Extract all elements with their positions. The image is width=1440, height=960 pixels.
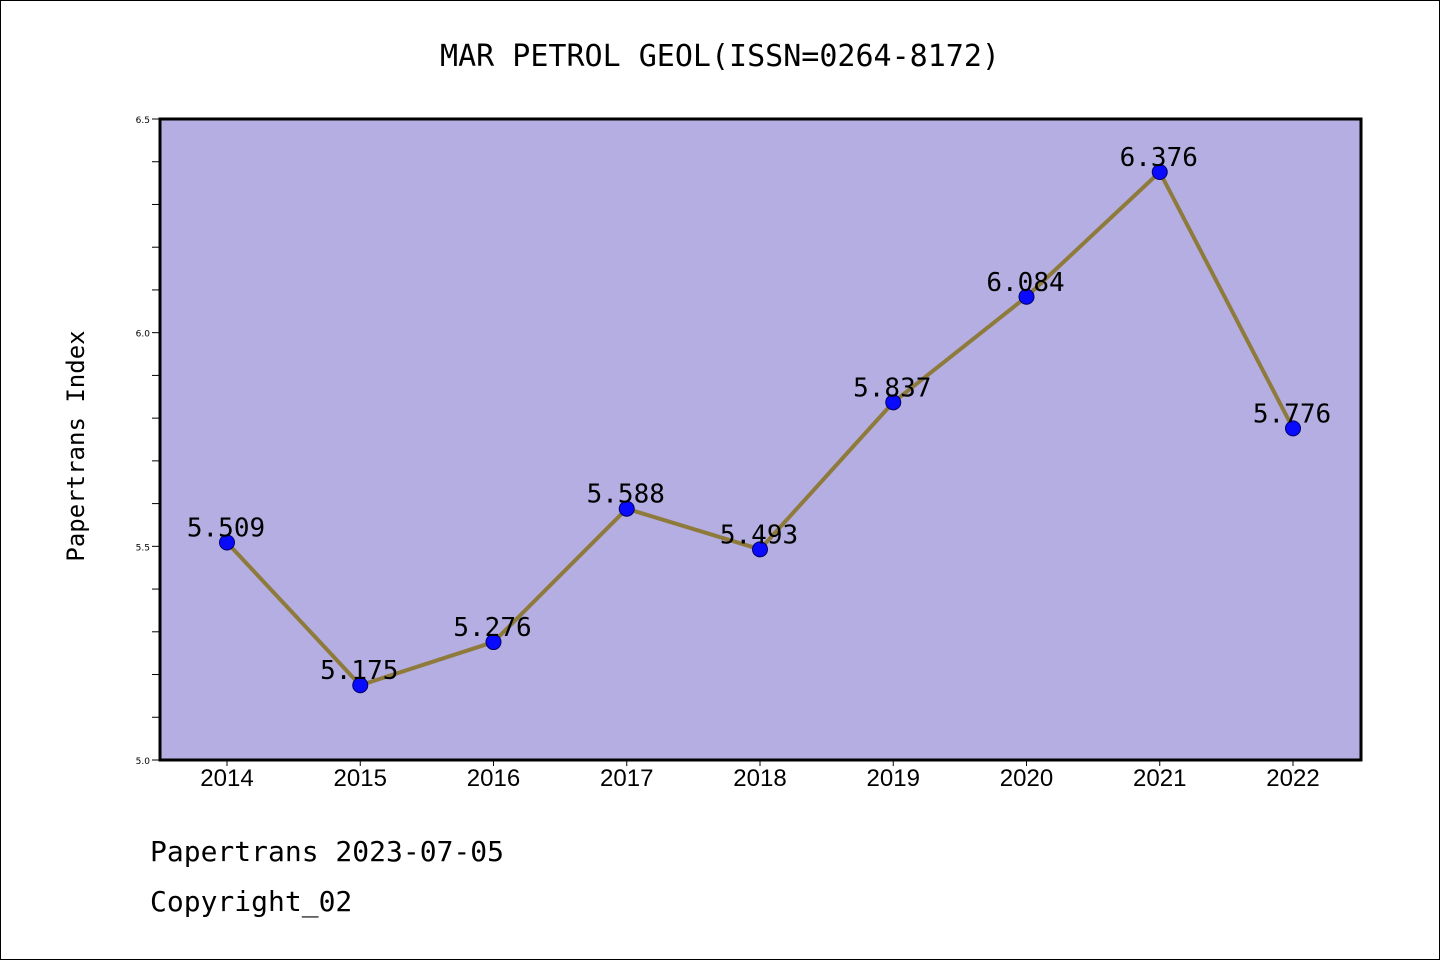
data-label: 6.084: [986, 268, 1064, 298]
data-point: [618, 500, 635, 517]
data-point: [1285, 420, 1301, 437]
data-label: 5.776: [1253, 399, 1331, 429]
data-label: 5.509: [187, 513, 265, 543]
data-label: 5.175: [320, 656, 398, 686]
data-label: 6.376: [1120, 143, 1198, 173]
x-tick-label: 2019: [867, 765, 920, 792]
y-tick-label: 5.0: [136, 757, 151, 767]
x-tick-label: 2017: [600, 765, 653, 792]
y-tick-label: 6.5: [136, 116, 150, 126]
x-tick-label: 2018: [733, 765, 786, 792]
x-tick-label: 2020: [1000, 765, 1053, 792]
footer-copyright: Copyright_02: [150, 885, 353, 918]
x-tick-label: 2016: [467, 765, 520, 792]
data-labels: 5.509 5.175 5.276 5.588 5.493 5.837 6.084 6.376…: [187, 143, 1331, 686]
footer-date: Papertrans 2023-07-05: [150, 835, 505, 868]
data-point: [1018, 288, 1035, 305]
data-label: 5.276: [453, 613, 531, 643]
data-point: [1151, 163, 1168, 180]
data-label: 5.493: [720, 520, 798, 550]
y-axis-label: Papertrans Index: [62, 330, 90, 561]
data-point: [885, 394, 902, 411]
data-point: [485, 634, 502, 651]
chart-title: MAR PETROL GEOL(ISSN=0264-8172): [440, 39, 1000, 74]
plot-area: [158, 117, 1363, 762]
x-tick-label: 2015: [334, 765, 387, 792]
x-tick-label: 2022: [1266, 765, 1319, 792]
x-tick-label: 2014: [200, 765, 253, 792]
data-point: [219, 534, 235, 551]
x-tick-label: 2021: [1133, 765, 1186, 792]
data-point: [352, 677, 369, 694]
y-axis: 5.0 5.5 6.0 6.5: [136, 116, 160, 767]
y-tick-label: 6.0: [136, 330, 151, 340]
data-label: 5.837: [853, 373, 931, 403]
data-point: [752, 541, 768, 558]
y-tick-label: 5.5: [136, 543, 150, 553]
data-label: 5.588: [587, 480, 665, 510]
series-markers: [219, 163, 1301, 694]
x-axis: 2014 2015 2016 2017 2018 2019 2020 2021 2022: [200, 760, 1320, 792]
